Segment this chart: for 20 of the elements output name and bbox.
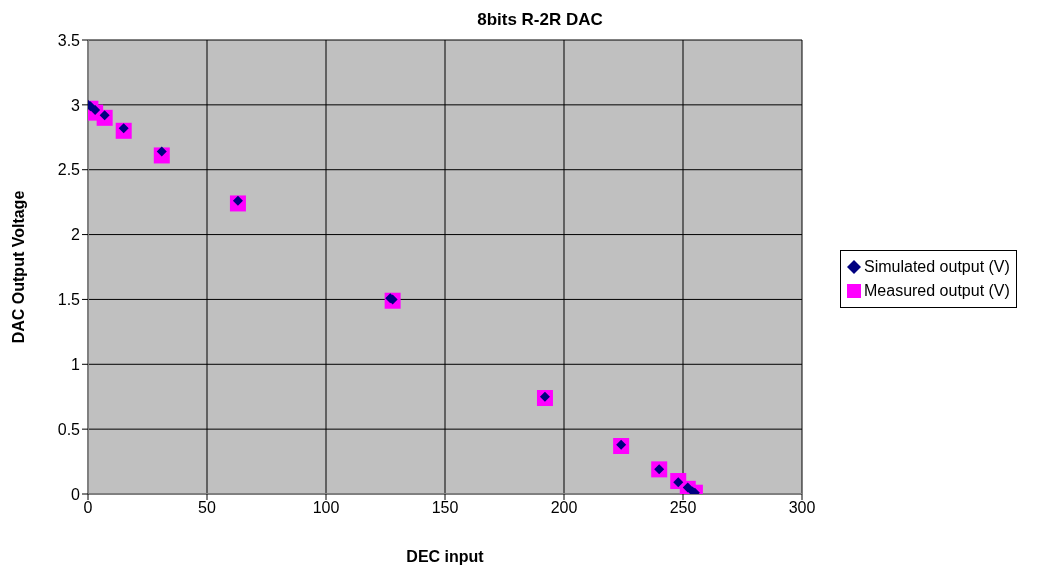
x-tick-label: 150: [431, 499, 459, 517]
y-tick-label: 3.5: [57, 31, 81, 49]
y-tick-label: 2: [71, 226, 81, 244]
x-tick-label: 250: [669, 499, 697, 517]
x-tick-label: 300: [788, 499, 816, 517]
legend-label: Simulated output (V): [863, 257, 1010, 277]
y-tick-label: 0.5: [57, 420, 81, 438]
x-tick-label: 200: [550, 499, 578, 517]
x-tick-label: 50: [198, 499, 216, 517]
y-tick-label: 2.5: [57, 161, 81, 179]
x-tick-label: 100: [312, 499, 340, 517]
y-axis-title: DAC Output Voltage: [9, 190, 27, 344]
x-axis-title: DEC input: [406, 548, 485, 565]
y-tick-label: 1.5: [57, 291, 81, 309]
legend-label: Measured output (V): [863, 281, 1010, 301]
y-tick-label: 0: [71, 485, 81, 503]
chart-title: 8bits R-2R DAC: [476, 10, 604, 30]
y-tick-label: 1: [71, 355, 81, 373]
y-tick-label: 3: [71, 96, 81, 114]
x-tick-label: 0: [83, 499, 93, 517]
